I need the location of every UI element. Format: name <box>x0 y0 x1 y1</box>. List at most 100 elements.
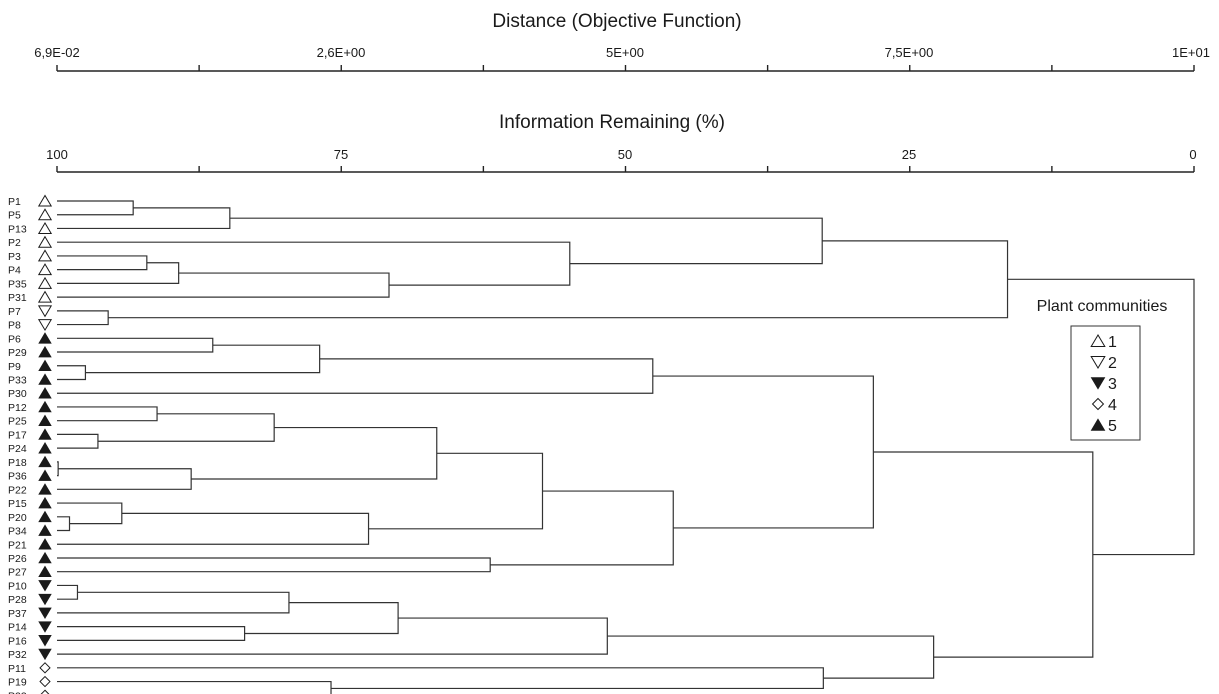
leaf-label: P33 <box>8 374 27 386</box>
leaf-label: P26 <box>8 553 27 565</box>
merge-link <box>368 452 544 530</box>
merge-link <box>57 241 571 286</box>
merge-link <box>191 426 438 480</box>
leaf-label: P18 <box>8 457 27 469</box>
merge-link <box>57 358 654 394</box>
leaf-label: P11 <box>8 663 26 675</box>
merge-link <box>57 310 109 326</box>
leaf-label: P3 <box>8 251 21 263</box>
merge-link <box>873 451 1094 658</box>
open-triangle-up-icon <box>37 208 53 221</box>
merge-link <box>57 272 390 298</box>
filled-triangle-up-icon <box>38 345 52 358</box>
info-axis: Information Remaining (%) 100 75 50 25 0 <box>46 112 1197 173</box>
info-axis-ticks <box>56 166 1195 172</box>
filled-triangle-down-icon <box>38 593 52 606</box>
merge-link <box>652 375 874 529</box>
open-triangle-up-icon <box>37 221 53 234</box>
filled-triangle-up-icon <box>38 387 52 399</box>
merge-link <box>85 344 321 374</box>
leaf-label: P7 <box>8 306 21 318</box>
filled-triangle-down-icon <box>38 635 52 647</box>
leaf-label: P10 <box>8 580 27 592</box>
leaf-label: P9 <box>8 361 21 373</box>
info-tick-label: 50 <box>618 147 632 162</box>
leaf-label: P34 <box>8 526 27 538</box>
merge-link <box>57 667 824 690</box>
open-triangle-up-icon <box>37 290 53 303</box>
leaf-label: P16 <box>8 635 27 647</box>
filled-triangle-up-icon <box>38 565 52 578</box>
filled-triangle-up-icon <box>38 551 52 564</box>
distance-axis: Distance (Objective Function) 6,9E-02 2,… <box>34 11 1210 72</box>
filled-triangle-up-icon <box>38 469 52 481</box>
open-triangle-down-icon <box>37 319 53 332</box>
leaf-label: P27 <box>8 567 27 579</box>
merge-link <box>57 207 231 230</box>
leaf-label: P37 <box>8 608 27 620</box>
legend-item-label: 5 <box>1108 418 1117 435</box>
open-diamond-icon <box>39 675 51 688</box>
leaf-label: P17 <box>8 429 27 441</box>
leaf-label: P22 <box>8 484 27 496</box>
merge-link <box>57 262 180 284</box>
distance-tick-label: 6,9E-02 <box>34 45 80 60</box>
distance-axis-ticks <box>56 65 1195 71</box>
leaf-label: P30 <box>8 388 27 400</box>
merge-link <box>57 468 192 490</box>
filled-triangle-up-icon <box>38 442 52 454</box>
merge-link <box>57 516 71 532</box>
distance-tick-label: 2,6E+00 <box>317 45 366 60</box>
merge-link <box>57 255 148 271</box>
open-triangle-up-icon <box>37 263 53 276</box>
filled-triangle-down-icon <box>38 621 52 633</box>
leaf-label: P24 <box>8 443 27 455</box>
open-triangle-up-icon <box>37 235 53 248</box>
leaf-label: P29 <box>8 347 27 359</box>
info-tick-label: 0 <box>1189 147 1196 162</box>
leaf-label: P14 <box>8 622 27 634</box>
merge-link <box>244 602 399 635</box>
leaf-label: P6 <box>8 333 21 345</box>
filled-triangle-down-icon <box>38 648 52 661</box>
open-diamond-icon <box>1091 397 1105 411</box>
legend-item-label: 2 <box>1108 355 1117 372</box>
open-diamond-icon <box>40 689 50 694</box>
merge-link <box>57 557 491 573</box>
merge-link <box>57 200 134 216</box>
merge-link <box>57 461 59 477</box>
legend-items: 1 2 3 4 5 <box>1090 333 1117 435</box>
leaf-label: P31 <box>8 292 27 304</box>
filled-triangle-up-icon <box>38 483 52 495</box>
merge-link <box>57 626 246 641</box>
leaf-label: P5 <box>8 210 21 222</box>
filled-triangle-down-icon <box>1090 377 1106 390</box>
merge-link <box>57 617 608 655</box>
leaf-label: P12 <box>8 402 27 414</box>
info-tick-label: 100 <box>46 147 68 162</box>
filled-triangle-up-icon <box>38 524 52 536</box>
info-tick-label: 75 <box>334 147 348 162</box>
merge-link <box>57 433 99 449</box>
legend-item-label: 4 <box>1108 397 1117 414</box>
distance-axis-title: Distance (Objective Function) <box>492 11 741 32</box>
filled-triangle-up-icon <box>38 455 52 468</box>
open-triangle-down-icon <box>37 305 53 318</box>
merge-link <box>607 635 935 679</box>
legend-box <box>1070 325 1141 441</box>
leaf-label: P25 <box>8 416 27 428</box>
filled-triangle-up-icon <box>38 414 52 426</box>
info-axis-title: Information Remaining (%) <box>499 112 725 133</box>
open-diamond-icon <box>39 662 51 674</box>
leaf-label: P15 <box>8 498 27 510</box>
leaf-label: P35 <box>8 278 27 290</box>
legend-item-label: 3 <box>1108 376 1117 393</box>
filled-triangle-down-icon <box>38 580 52 592</box>
distance-tick-label: 5E+00 <box>606 45 644 60</box>
filled-triangle-up-icon <box>38 373 52 385</box>
filled-triangle-up-icon <box>38 538 52 550</box>
dendrogram-tree <box>57 200 1195 694</box>
leaf-label: P1 <box>8 196 21 208</box>
